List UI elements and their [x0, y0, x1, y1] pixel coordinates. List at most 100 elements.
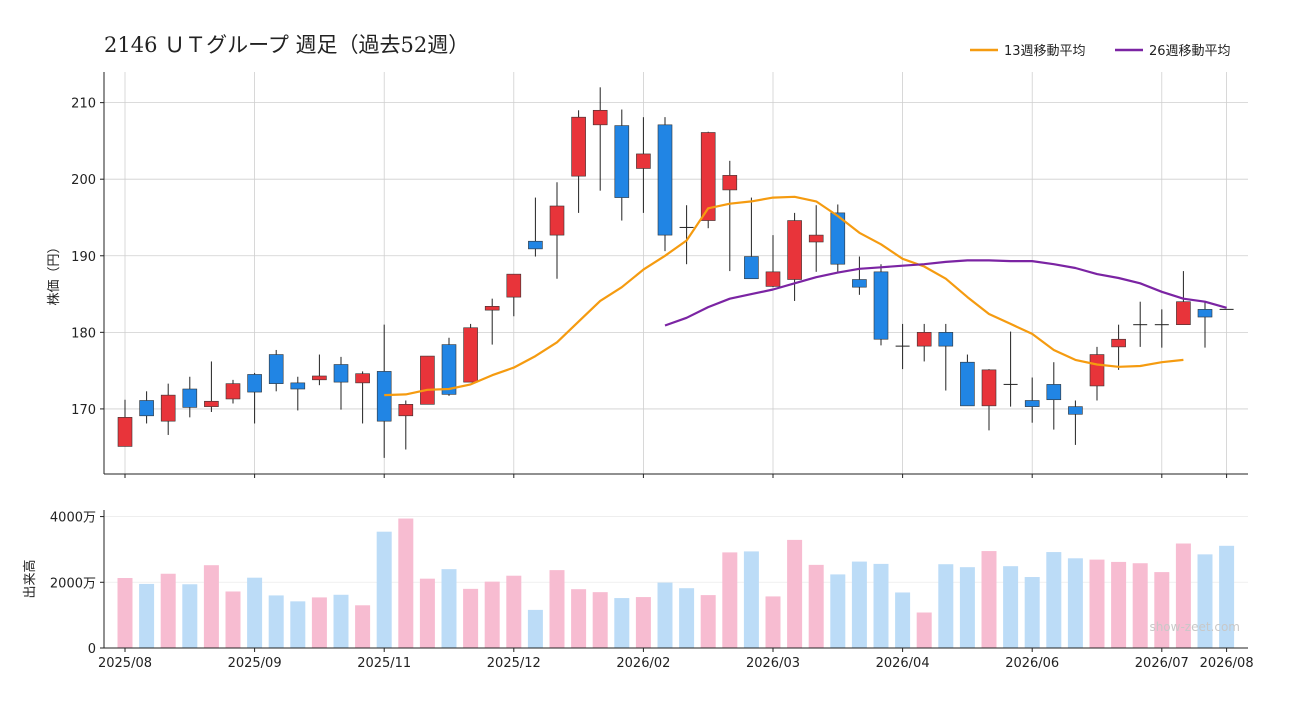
volume-bar [527, 609, 543, 648]
x-tick-label: 2026/07 [1135, 656, 1189, 671]
candle-body [960, 361, 975, 407]
x-tick-label: 2025/12 [487, 656, 541, 671]
volume-tick-label: 2000万 [50, 576, 96, 591]
volume-bar [592, 592, 608, 648]
candle-body [247, 374, 262, 393]
candle-body [614, 125, 630, 198]
volume-bar [635, 597, 651, 648]
candle-body [744, 256, 759, 280]
volume-bar [895, 592, 911, 648]
volume-bar [1175, 543, 1191, 648]
candle-body [139, 400, 154, 417]
candle-body [592, 109, 608, 126]
x-tick-label: 2026/02 [616, 656, 670, 671]
x-tick-label: 2026/08 [1200, 656, 1254, 671]
volume-bar [851, 561, 867, 648]
volume-bar [981, 551, 997, 648]
price-tick-label: 200 [71, 173, 96, 188]
volume-bar [743, 551, 759, 648]
candle-body [528, 240, 543, 250]
volume-bar [1003, 566, 1019, 648]
chart-title: 2146 ＵＴグループ 週足（過去52週） [104, 33, 469, 57]
volume-bar [873, 563, 889, 648]
ma13-line [384, 195, 1184, 397]
candle-body [657, 124, 673, 236]
volume-bar [679, 588, 695, 648]
volume-bar [203, 565, 219, 648]
volume-bar [916, 612, 932, 648]
volume-tick-label: 4000万 [50, 511, 96, 526]
volume-bar [549, 570, 565, 648]
volume-bar [787, 539, 803, 648]
volume-bar [268, 595, 284, 648]
candle-body [916, 332, 932, 347]
candle-body [765, 271, 781, 287]
volume-bar [1046, 552, 1062, 648]
candle-body [376, 371, 392, 422]
price-tick-label: 180 [71, 326, 96, 341]
candle-body [1046, 384, 1062, 401]
volume-bar [311, 597, 327, 648]
candle-body [160, 394, 176, 422]
candle-body [1024, 400, 1040, 407]
candle-body [506, 273, 522, 298]
volume-bar [506, 575, 522, 648]
volume-bar [722, 552, 738, 648]
candle-body [1197, 309, 1213, 318]
candle-body [333, 364, 349, 383]
volume-bar [1132, 563, 1148, 648]
ma26-line [664, 259, 1227, 327]
candle-body [312, 375, 327, 381]
volume-bar [700, 595, 716, 648]
volume-bar [1219, 545, 1235, 648]
candle-body [852, 279, 867, 288]
legend-label: 26週移動平均 [1149, 44, 1231, 59]
x-axis: 2025/08 2025/09 2025/11 2025/12 2026/02 2026/… [98, 648, 1254, 671]
candle-body [204, 400, 219, 407]
volume-bar [117, 578, 133, 648]
volume-bar [1089, 559, 1105, 648]
volume-bar [614, 598, 630, 648]
volume-bar [765, 596, 781, 648]
volume-bar [1067, 558, 1083, 648]
price-tick-label: 210 [71, 97, 96, 112]
candle-body [268, 354, 284, 384]
volume-bar [808, 564, 824, 648]
x-tick-label: 2026/03 [746, 656, 800, 671]
candle-body [636, 153, 651, 169]
candle-body [398, 404, 414, 417]
volume-bar [1154, 572, 1170, 648]
candle-body [182, 388, 198, 408]
watermark: show-zeet.com [1149, 620, 1240, 634]
volume-bar [376, 531, 392, 648]
candle-body [830, 212, 846, 265]
candle-body [420, 355, 435, 405]
x-tick-label: 2025/08 [98, 656, 152, 671]
candle-body [463, 327, 478, 383]
volume-bar [830, 574, 846, 648]
candle-body [1089, 354, 1105, 387]
candle-body [1176, 301, 1191, 325]
volume-bar [938, 564, 954, 648]
legend: 13週移動平均 26週移動平均 [970, 44, 1231, 59]
volume-bar [333, 594, 349, 648]
volume-bar [139, 583, 155, 648]
x-tick-label: 2026/06 [1005, 656, 1059, 671]
volume-bar [571, 589, 587, 648]
price-panel: 170 180 190 200 210 株価（円） [47, 72, 1248, 478]
volume-axis-label: 出来高 [22, 559, 38, 598]
candle-body [549, 205, 565, 236]
candle-body [117, 417, 133, 447]
volume-bar [225, 591, 241, 648]
volume-bar [657, 582, 673, 648]
volume-bar [182, 584, 198, 648]
candle-body [484, 306, 500, 311]
candle-body [722, 175, 738, 191]
volume-bar [355, 605, 371, 648]
volume-tick-label: 0 [88, 642, 96, 657]
x-tick-label: 2026/04 [876, 656, 930, 671]
volume-bar [1111, 561, 1127, 648]
volume-bar [1024, 577, 1040, 648]
candle-body [1068, 406, 1083, 415]
